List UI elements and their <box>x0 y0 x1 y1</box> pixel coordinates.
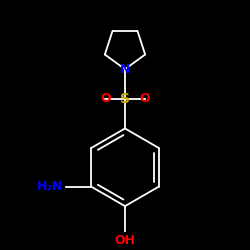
Text: N: N <box>120 63 130 76</box>
Text: OH: OH <box>114 234 136 247</box>
Text: H₂N: H₂N <box>37 180 63 193</box>
Text: S: S <box>120 92 130 106</box>
Text: O: O <box>100 92 110 105</box>
Text: O: O <box>140 92 150 105</box>
